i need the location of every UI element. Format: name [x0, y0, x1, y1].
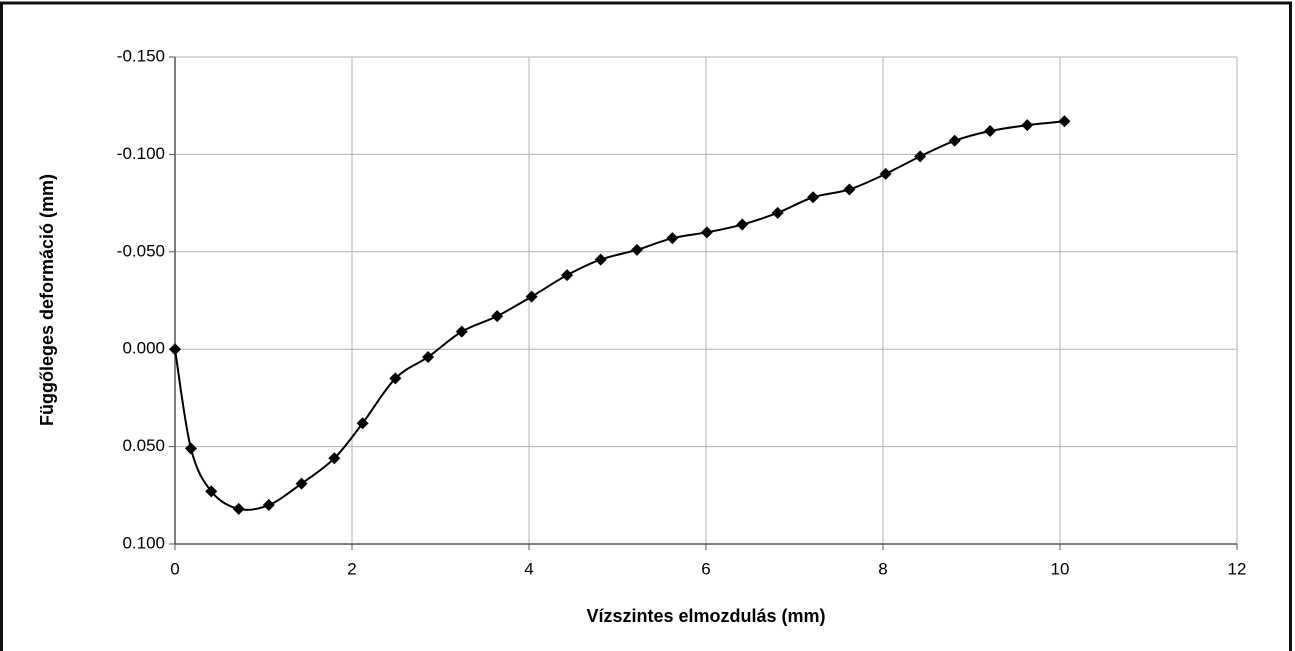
y-tick-label: -0.100: [117, 144, 165, 163]
marker: [328, 452, 341, 465]
x-tick-label: 6: [701, 559, 710, 578]
marker: [771, 206, 784, 219]
marker: [948, 134, 961, 147]
x-tick-label: 8: [878, 559, 887, 578]
y-tick-label: 0.050: [122, 436, 165, 455]
marker: [422, 350, 435, 363]
marker: [914, 150, 927, 163]
y-axis-label: Függőleges deformáció (mm): [37, 174, 57, 426]
marker: [807, 191, 820, 204]
marker: [736, 218, 749, 231]
marker: [700, 226, 713, 239]
x-tick-label: 12: [1228, 559, 1247, 578]
marker: [630, 243, 643, 256]
marker: [666, 232, 679, 245]
marker: [594, 253, 607, 266]
x-axis-label: Vízszintes elmozdulás (mm): [586, 606, 825, 626]
marker: [389, 372, 402, 385]
marker: [843, 183, 856, 196]
marker: [295, 477, 308, 490]
marker: [205, 485, 218, 498]
marker: [455, 325, 468, 338]
x-tick-label: 10: [1051, 559, 1070, 578]
marker: [169, 343, 181, 356]
marker: [491, 310, 504, 323]
y-tick-label: -0.150: [117, 46, 165, 65]
y-tick-label: 0.000: [122, 339, 165, 358]
y-tick-label: -0.050: [117, 241, 165, 260]
marker: [561, 269, 574, 282]
marker: [879, 167, 892, 180]
marker: [356, 417, 369, 430]
marker: [1058, 115, 1071, 128]
x-tick-label: 4: [524, 559, 533, 578]
marker: [184, 442, 197, 455]
marker: [984, 125, 997, 138]
x-tick-label: 0: [170, 559, 179, 578]
x-tick-label: 2: [347, 559, 356, 578]
marker: [1021, 119, 1034, 132]
marker: [262, 499, 275, 512]
series-line: [174, 120, 1065, 511]
y-tick-label: 0.100: [122, 533, 165, 552]
marker: [232, 502, 245, 515]
marker: [525, 290, 538, 303]
